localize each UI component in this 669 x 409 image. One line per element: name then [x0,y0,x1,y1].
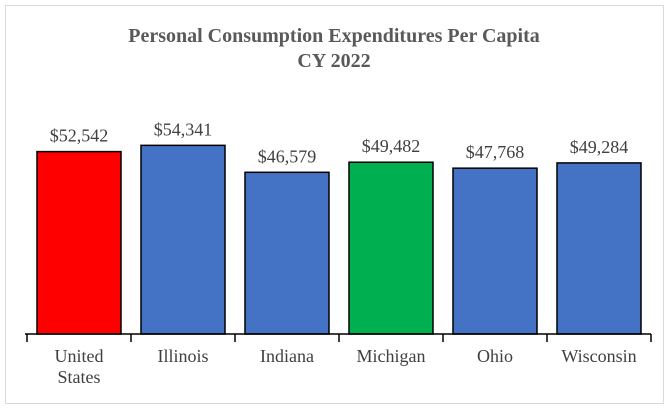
x-tick-label: Wisconsin [561,346,637,366]
bar [140,144,226,335]
bar [452,167,538,335]
bar [348,161,434,335]
value-label: $49,482 [362,136,421,156]
x-tick-label: Indiana [260,346,314,366]
bar [244,171,330,335]
bar [556,162,642,335]
value-label: $54,341 [154,119,213,139]
bar [36,150,122,335]
value-label: $49,284 [570,137,629,157]
x-tick-label: Illinois [157,346,209,366]
value-label: $46,579 [258,146,317,166]
chart-subtitle: CY 2022 [297,50,370,72]
value-label: $52,542 [50,126,109,146]
x-tick-label: Ohio [477,346,513,366]
x-tick-label: United States [54,346,104,387]
x-tick-label: Michigan [356,346,426,366]
value-label: $47,768 [466,142,525,162]
chart-title: Personal Consumption Expenditures Per Ca… [128,25,540,47]
